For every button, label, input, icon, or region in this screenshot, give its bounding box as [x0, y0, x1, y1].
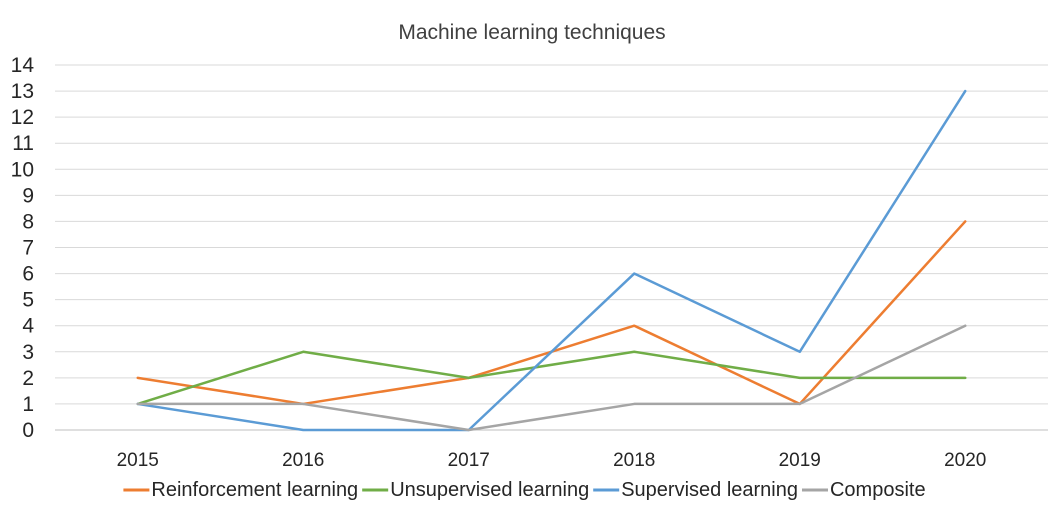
y-tick-label: 4	[22, 315, 34, 338]
y-tick-label: 8	[22, 210, 34, 233]
series-line-unsupervised-learning	[136, 350, 967, 406]
legend-item-unsupervised-learning: Unsupervised learning	[362, 479, 589, 501]
y-tick-label: 0	[22, 419, 34, 442]
series-lines	[136, 89, 967, 432]
x-tick-label: 2020	[944, 450, 986, 471]
gridlines	[55, 64, 1048, 431]
x-axis-ticks: 2015 2016 2017 2018 2019 2020	[117, 450, 987, 471]
x-tick-label: 2017	[448, 450, 490, 471]
legend-label: Composite	[830, 479, 926, 501]
legend-item-supervised-learning: Supervised learning	[593, 479, 798, 501]
legend-label: Supervised learning	[621, 479, 798, 501]
x-tick-label: 2016	[282, 450, 324, 471]
series-line-supervised-learning	[136, 89, 967, 432]
series-line-reinforcement-learning	[136, 220, 967, 406]
legend-label: Unsupervised learning	[390, 479, 589, 501]
y-tick-label: 5	[22, 289, 34, 312]
y-tick-label: 3	[22, 341, 34, 364]
legend-item-composite: Composite	[801, 479, 926, 501]
x-tick-label: 2018	[613, 450, 655, 471]
legend-item-reinforcement-learning: Reinforcement learning	[123, 479, 358, 501]
y-tick-label: 14	[11, 54, 35, 77]
x-tick-label: 2019	[779, 450, 821, 471]
y-tick-label: 6	[22, 263, 34, 286]
y-tick-label: 7	[22, 237, 34, 260]
legend: Reinforcement learning Unsupervised learn…	[123, 479, 926, 501]
y-tick-label: 12	[11, 106, 34, 129]
series-line-composite	[136, 324, 967, 432]
y-tick-label: 10	[11, 158, 34, 181]
y-tick-label: 11	[12, 132, 34, 155]
legend-label: Reinforcement learning	[151, 479, 358, 501]
y-tick-label: 1	[22, 393, 34, 416]
chart-title: Machine learning techniques	[398, 21, 665, 44]
x-tick-label: 2015	[117, 450, 159, 471]
y-tick-label: 13	[11, 80, 34, 103]
y-tick-label: 2	[22, 367, 34, 390]
y-tick-label: 9	[22, 184, 34, 207]
